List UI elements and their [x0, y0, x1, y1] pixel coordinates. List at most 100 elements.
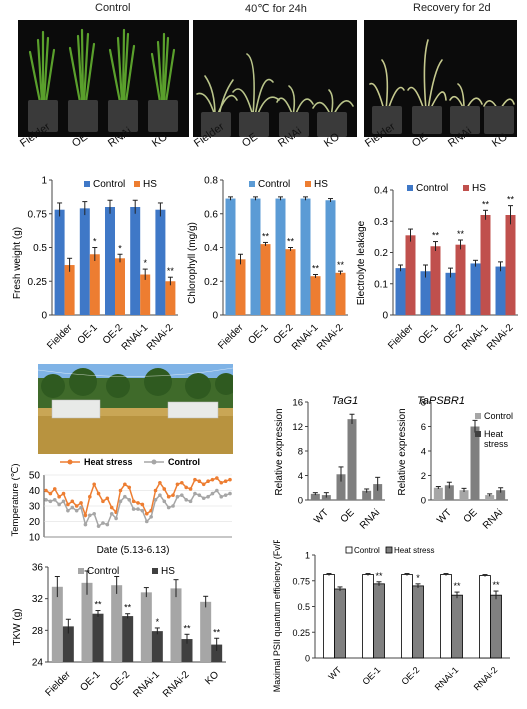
bar [373, 583, 385, 659]
data-point [215, 476, 219, 480]
significance-mark: ** [507, 195, 515, 205]
data-point [166, 505, 171, 510]
tapsbr1-bars [433, 419, 506, 500]
bar [140, 274, 151, 315]
bar [459, 490, 469, 500]
data-point [180, 493, 184, 497]
data-point [61, 499, 66, 504]
data-point [101, 499, 105, 504]
significance-mark: ** [482, 199, 490, 209]
bar [211, 644, 223, 662]
significance-mark: ** [262, 231, 270, 241]
x-tick-label: OE-1 [246, 322, 271, 347]
y-tick-label: 12 [292, 422, 303, 433]
y-tick-label: 4 [298, 471, 303, 482]
data-point [105, 496, 110, 501]
bar [92, 613, 104, 662]
legend-heat-stress: Heat stress [84, 457, 133, 467]
bar [323, 574, 335, 659]
legend-swatch-hs [463, 185, 469, 191]
legend-heat-stress: Heat stress [394, 546, 434, 555]
data-point [180, 480, 184, 485]
x-tick-label: Fielder [386, 322, 416, 350]
significance-mark: ** [312, 264, 320, 274]
data-point [153, 488, 158, 493]
data-point [79, 505, 83, 510]
data-point [136, 501, 140, 505]
data-point [162, 487, 167, 491]
bar [260, 244, 271, 315]
bar [470, 263, 481, 315]
bar [362, 490, 372, 500]
electrolyte-ticks: 0 0.1 0.2 0.3 0.4 [374, 186, 393, 322]
y-tick-label: 32 [32, 594, 44, 605]
bar [430, 246, 441, 315]
tag1-xlabels: WT OE RNAi [312, 507, 382, 530]
bar [54, 209, 65, 315]
data-point [188, 487, 193, 491]
y-tick-label: 0 [41, 311, 47, 322]
bar [300, 198, 311, 315]
y-tick-label: 0.25 [28, 277, 48, 288]
data-point [223, 479, 228, 483]
legend-hs: HS [472, 183, 486, 194]
bar [362, 574, 374, 659]
bar [235, 259, 246, 315]
bar [451, 594, 463, 659]
photo-title-heat: 40℃ for 24h [245, 3, 307, 15]
significance-mark: ** [337, 260, 345, 270]
bar [151, 631, 163, 662]
temperature-ticks: 10 20 30 40 50 [29, 471, 232, 544]
psii-xlabels: WT OE-1 OE-2 RNAi-1 RNAi-2 [326, 664, 499, 692]
bar [490, 594, 502, 659]
tapsbr1-ylabel: Relative expression [397, 408, 408, 495]
legend-hs: HS [143, 179, 157, 190]
data-point [79, 501, 83, 505]
legend-control: Control [87, 566, 119, 577]
tag1-bars [310, 413, 383, 500]
bar [412, 585, 424, 659]
x-tick-label: OE-1 [416, 322, 441, 347]
x-tick-label: OE-2 [399, 665, 421, 687]
y-tick-label: 0.4 [374, 186, 388, 197]
legend-swatch-hs [152, 568, 158, 574]
data-point [206, 479, 210, 483]
bar [347, 419, 357, 500]
bar [336, 474, 346, 500]
bar [165, 281, 176, 315]
legend-swatch-control [84, 181, 90, 187]
data-point [153, 498, 158, 502]
bar [250, 198, 261, 315]
data-point [52, 498, 57, 502]
legend-swatch-control [78, 568, 84, 574]
x-tick-label: Fielder [45, 322, 75, 350]
tkw-ylabel: TKW (g) [12, 608, 23, 645]
data-point [215, 488, 219, 493]
bar [285, 249, 296, 315]
data-point [175, 482, 180, 487]
legend-control: Control [93, 179, 125, 190]
bar [140, 592, 152, 662]
significance-mark: * [118, 243, 122, 253]
y-tick-label: 0.8 [204, 176, 218, 187]
fresh-weight-bars: ***** [54, 199, 176, 315]
legend-swatch-hs [134, 181, 140, 187]
chlorophyll-bars: ** ** ** ** [225, 196, 346, 315]
bar [479, 575, 491, 659]
legend-control: Control [168, 457, 200, 467]
data-point [70, 505, 75, 510]
y-tick-label: 0.75 [292, 576, 310, 586]
data-point [74, 508, 79, 513]
x-tick-label: WT [312, 507, 331, 526]
data-point [66, 502, 70, 507]
bar [181, 639, 193, 662]
bar [505, 215, 516, 315]
bar [200, 601, 212, 662]
data-point [48, 491, 53, 496]
tag1-ylabel: Relative expression [274, 408, 285, 495]
significance-mark: * [416, 573, 420, 583]
bar [79, 208, 90, 315]
bar [64, 265, 75, 315]
